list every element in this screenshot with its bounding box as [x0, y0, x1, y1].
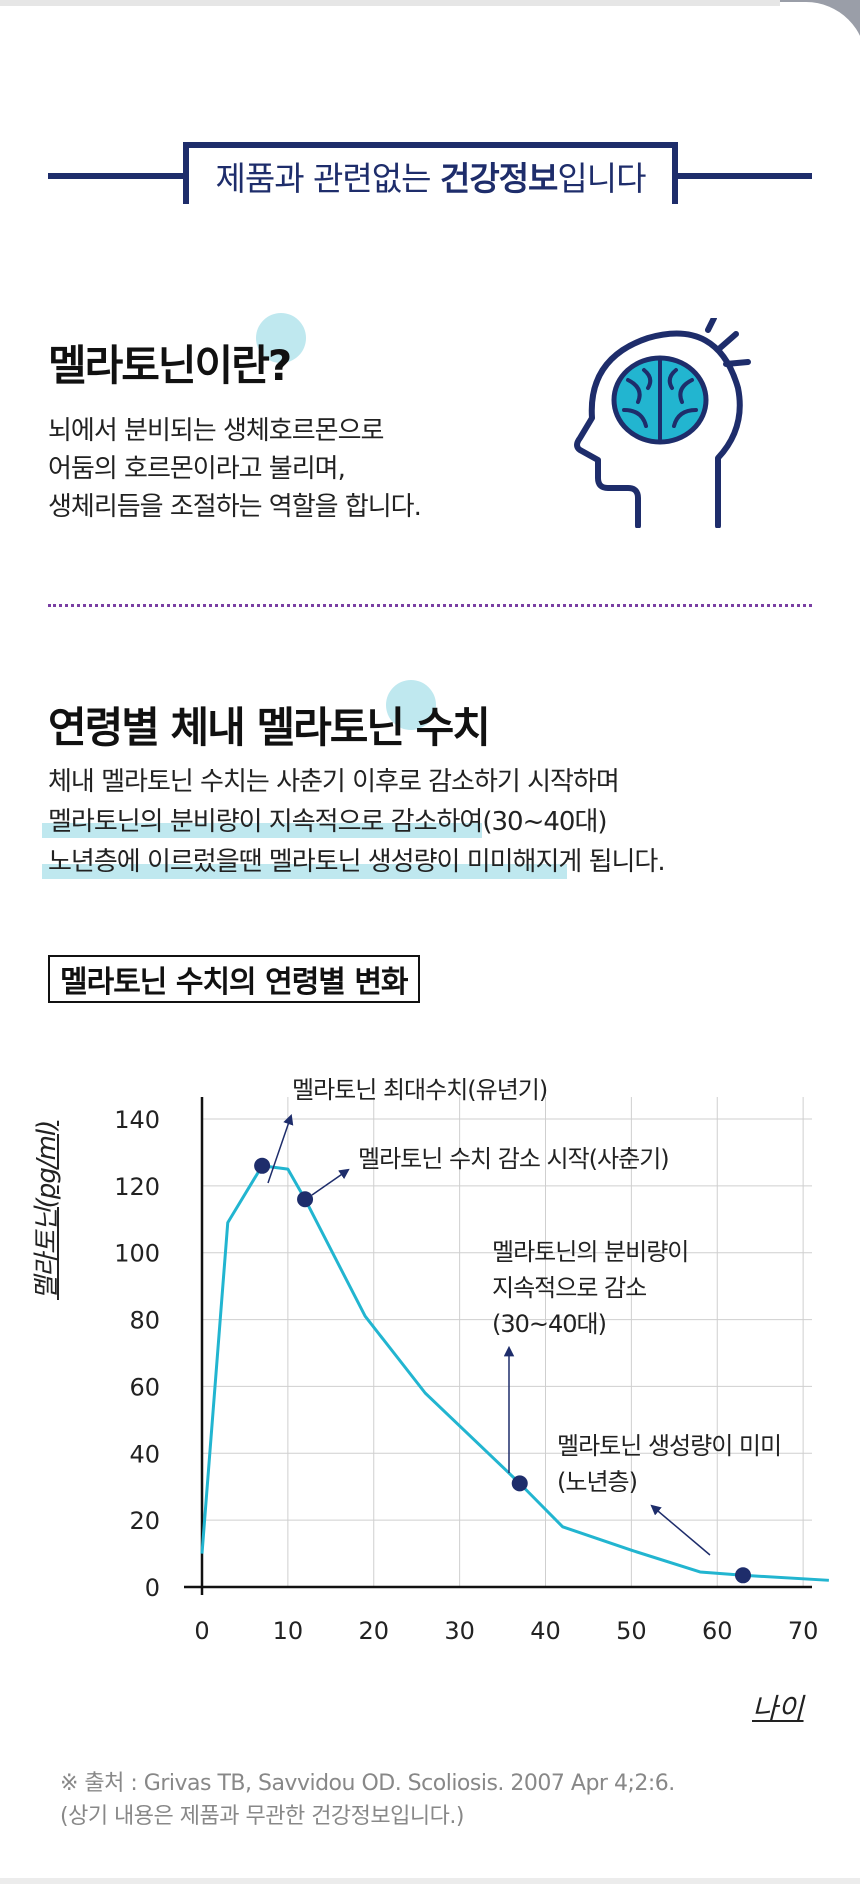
age-text-line: 멜라토닌의 분비량이 지속적으로 감소하여(30~40대) [48, 807, 608, 837]
title-accent-dot [256, 313, 306, 363]
section-divider [48, 604, 812, 607]
x-tick-label: 20 [358, 1617, 389, 1645]
y-tick-label: 120 [114, 1173, 160, 1201]
banner-text-bold: 건강정보 [439, 159, 558, 198]
data-point-marker [254, 1157, 271, 1174]
health-info-banner: 제품과 관련없는 건강정보입니다 [48, 142, 812, 204]
banner-text: 제품과 관련없는 건강정보입니다 [215, 152, 646, 200]
banner-line-left [48, 173, 188, 179]
banner-text-prefix: 제품과 관련없는 [215, 159, 440, 198]
annotation-label: 멜라토닌 생성량이 미미 [557, 1432, 781, 1460]
text-highlight [42, 823, 482, 838]
chart-title-box: 멜라토닌 수치의 연령별 변화 [48, 955, 420, 1003]
banner-text-suffix: 입니다 [557, 159, 646, 198]
banner-box: 제품과 관련없는 건강정보입니다 [183, 142, 678, 204]
x-tick-label: 0 [194, 1617, 209, 1645]
melatonin-definition-text: 뇌에서 분비되는 생체호르몬으로 어둠의 호르몬이라고 불리며, 생체리듬을 조… [48, 412, 568, 526]
x-tick-label: 70 [788, 1617, 819, 1645]
y-tick-label: 60 [129, 1373, 160, 1401]
annotation-arrow [267, 1114, 294, 1184]
page-corner-curl [780, 0, 860, 110]
head-brain-icon [574, 318, 751, 528]
title-accent-dot [386, 680, 436, 730]
source-citation: ※ 출처 : Grivas TB, Savvidou OD. Scoliosis… [60, 1767, 675, 1833]
definition-line: 어둠의 호르몬이라고 불리며, [48, 454, 346, 484]
disclaimer-line: (상기 내용은 제품과 무관한 건강정보입니다.) [60, 1804, 464, 1829]
definition-line: 생체리듬을 조절하는 역할을 합니다. [48, 492, 422, 522]
melatonin-by-age-text: 체내 멜라토닌 수치는 사춘기 이후로 감소하기 시작하며 멜라토닌의 분비량이… [48, 762, 828, 882]
text-highlight [42, 864, 567, 879]
melatonin-definition-title: 멜라토닌이란? [48, 341, 292, 390]
annotation-label: (30~40대) [492, 1310, 606, 1338]
y-tick-label: 0 [145, 1574, 160, 1602]
melatonin-series-line [200, 1164, 829, 1582]
x-tick-label: 60 [702, 1617, 733, 1645]
x-tick-label: 50 [616, 1617, 647, 1645]
data-point-marker [511, 1475, 528, 1492]
x-tick-label: 10 [273, 1617, 304, 1645]
y-tick-label: 100 [114, 1240, 160, 1268]
y-tick-label: 20 [129, 1507, 160, 1535]
definition-line: 뇌에서 분비되는 생체호르몬으로 [48, 416, 384, 446]
age-text-line: 체내 멜라토닌 수치는 사춘기 이후로 감소하기 시작하며 [48, 767, 620, 797]
banner-line-right [674, 173, 812, 179]
x-axis-label: 나이 [752, 1692, 804, 1725]
melatonin-by-age-title: 연령별 체내 멜라토닌 수치 [48, 703, 491, 752]
age-text-line: 노년층에 이르렀을땐 멜라토닌 생성량이 미미해지게 됩니다. [48, 847, 666, 877]
annotation-label: 멜라토닌 수치 감소 시작(사춘기) [358, 1145, 669, 1173]
top-edge [0, 0, 860, 6]
y-tick-label: 140 [114, 1106, 160, 1134]
x-tick-label: 40 [530, 1617, 561, 1645]
annotation-arrow [650, 1504, 711, 1556]
chart-title: 멜라토닌 수치의 연령별 변화 [60, 965, 409, 1000]
annotation-label: 지속적으로 감소 [492, 1274, 646, 1302]
annotation-arrow [311, 1168, 350, 1196]
y-axis-label: 멜라토닌(pg/ml) [32, 1120, 62, 1300]
annotation-label: 멜라토닌의 분비량이 [492, 1238, 688, 1266]
annotation-label: (노년층) [557, 1468, 637, 1496]
data-point-marker [735, 1567, 752, 1584]
bottom-edge [0, 1878, 860, 1884]
data-point-marker [297, 1191, 314, 1208]
annotation-label: 멜라토닌 최대수치(유년기) [292, 1076, 547, 1104]
y-tick-label: 40 [129, 1440, 160, 1468]
melatonin-age-chart: 0 20 40 60 80 100 120 140 0 10 20 30 40 50 60 70 멜라토닌 최대… [114, 1076, 829, 1645]
y-tick-label: 80 [129, 1307, 160, 1335]
x-tick-label: 30 [444, 1617, 475, 1645]
source-line: ※ 출처 : Grivas TB, Savvidou OD. Scoliosis… [60, 1771, 675, 1796]
